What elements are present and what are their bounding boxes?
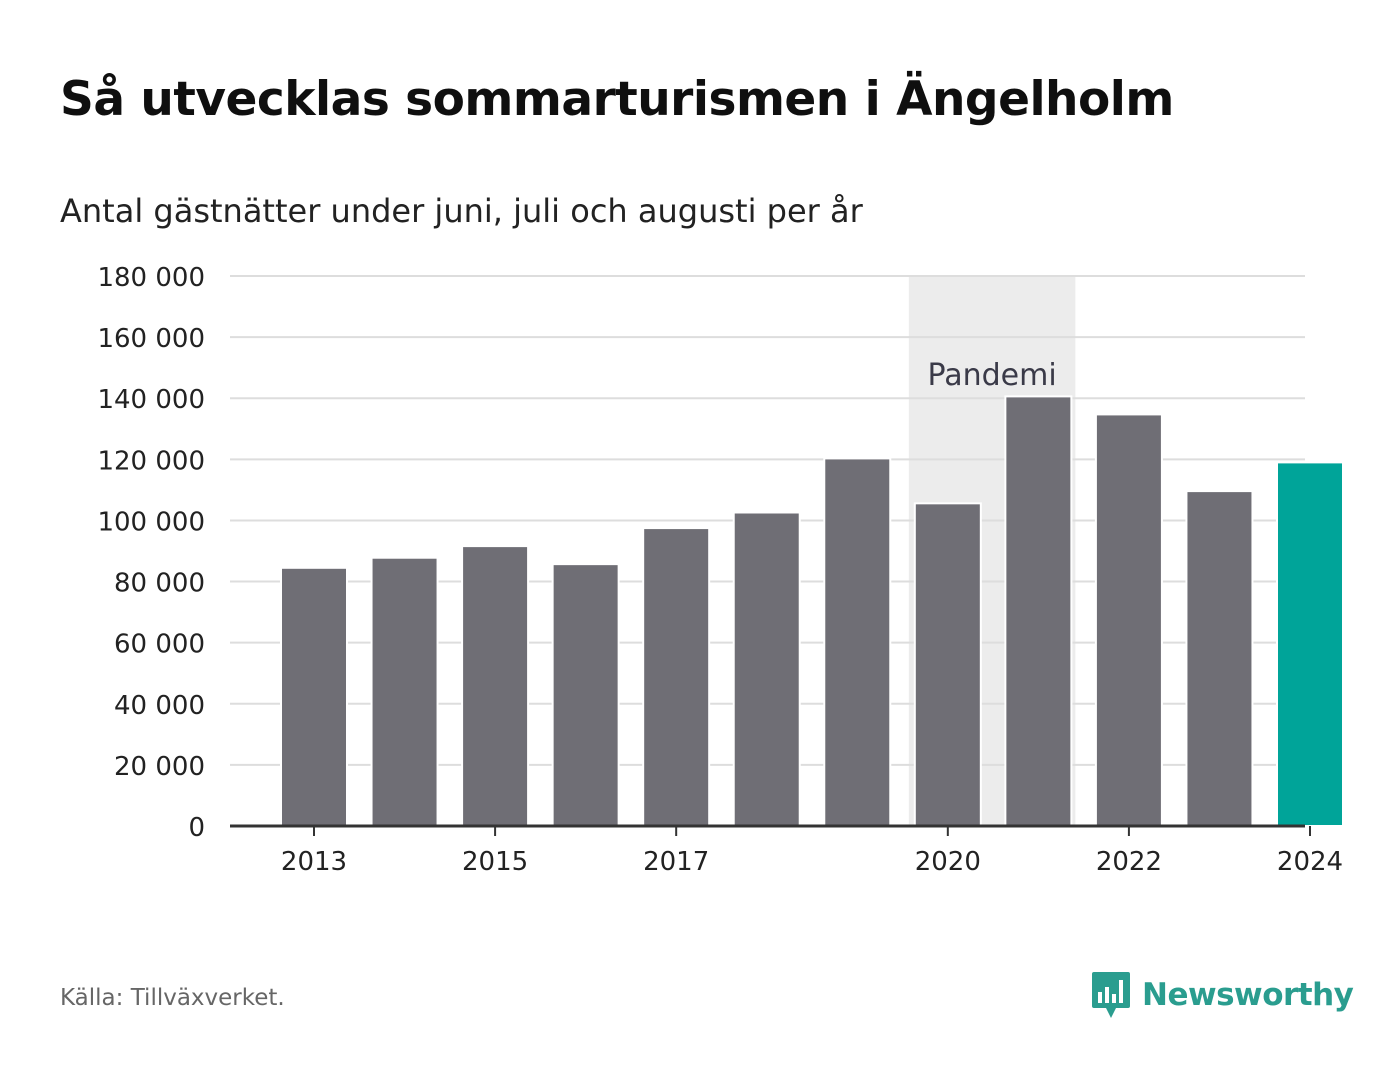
brand-name: Newsworthy <box>1142 977 1354 1013</box>
x-tick-label: 2017 <box>643 847 709 877</box>
y-tick-label: 60 000 <box>114 630 205 660</box>
annotation-label: Pandemi <box>927 358 1056 393</box>
bar-2024 <box>1276 461 1344 827</box>
y-tick-label: 180 000 <box>97 263 205 293</box>
bar-2013 <box>280 566 348 827</box>
y-tick-label: 140 000 <box>97 385 205 415</box>
bar-2016 <box>551 563 620 828</box>
bar-2022 <box>1094 413 1163 827</box>
bar-2017 <box>642 527 711 827</box>
x-tick-label: 2015 <box>462 847 528 877</box>
y-tick-label: 100 000 <box>97 507 205 537</box>
x-tick-label: 2024 <box>1277 847 1343 877</box>
y-tick-label: 20 000 <box>114 752 205 782</box>
bar-2015 <box>461 545 530 827</box>
bar-2019 <box>823 457 892 827</box>
bar-2018 <box>732 511 801 827</box>
y-tick-label: 80 000 <box>114 569 205 599</box>
chart-title: Så utvecklas sommarturismen i Ängelholm <box>60 72 1174 127</box>
source-note: Källa: Tillväxverket. <box>60 985 285 1011</box>
y-tick-label: 40 000 <box>114 691 205 721</box>
x-tick-label: 2013 <box>281 847 347 877</box>
y-tick-label: 160 000 <box>97 324 205 354</box>
bar-2023 <box>1185 490 1254 827</box>
bar-2014 <box>370 556 439 827</box>
bar-2020 <box>913 502 982 827</box>
y-tick-label: 0 <box>188 813 205 843</box>
x-tick-label: 2020 <box>915 847 981 877</box>
chart-subtitle: Antal gästnätter under juni, juli och au… <box>60 192 863 230</box>
brand-logo: Newsworthy <box>1090 970 1354 1020</box>
bar-chart-icon <box>1092 972 1130 1018</box>
bar-2021 <box>1004 395 1073 827</box>
bar-chart: 0 20 000 40 000 60 000 80 000 100 000 120 000 1… <box>97 263 1344 877</box>
x-tick-label: 2022 <box>1096 847 1162 877</box>
y-tick-label: 120 000 <box>97 446 205 476</box>
